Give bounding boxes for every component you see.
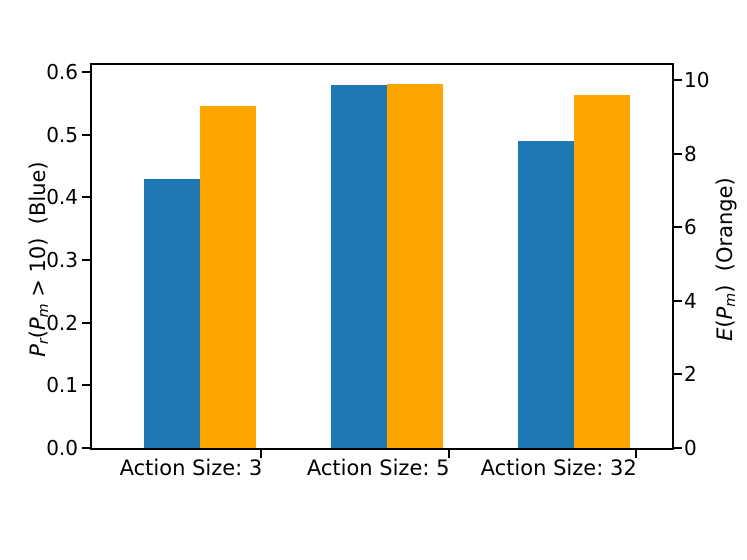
ytick-right-label-5: 10 (684, 68, 710, 93)
axis-label-fragment: (Orange) (712, 177, 737, 285)
ytick-right-label-2: 4 (684, 288, 697, 313)
plot-area (90, 63, 674, 450)
ytick-left-mark-6 (82, 71, 90, 74)
ytick-right-label-1: 2 (684, 362, 697, 387)
ytick-right-mark-2 (674, 299, 682, 302)
bar-blue-2 (518, 141, 575, 448)
ytick-right-mark-3 (674, 226, 682, 229)
bar-blue-0 (143, 178, 200, 448)
ytick-right-mark-5 (674, 79, 682, 82)
ytick-right-label-4: 8 (684, 141, 697, 166)
ytick-left-mark-1 (82, 384, 90, 387)
ytick-right-label-3: 6 (684, 215, 697, 240)
ytick-left-label-0: 0.0 (46, 436, 78, 460)
ytick-right-mark-1 (674, 373, 682, 376)
axis-label-fragment: ( (712, 319, 737, 328)
y-axis-label-right: E(Pm) (Orange) (712, 79, 744, 439)
axis-label-fragment: P (25, 317, 50, 331)
axis-label-fragment: (Blue) (25, 161, 50, 238)
ytick-left-label-3: 0.3 (46, 248, 78, 273)
ytick-left-label-1: 0.1 (46, 373, 78, 398)
ytick-left-label-4: 0.4 (46, 185, 78, 210)
xtick-mark-2 (634, 450, 637, 458)
axis-label-fragment: m (723, 292, 740, 307)
xtick-label-1: Action Size: 5 (306, 456, 450, 480)
axis-label-fragment: ) (712, 284, 737, 293)
ytick-right-label-0: 0 (684, 436, 697, 460)
axis-label-fragment: m (36, 303, 53, 318)
axis-label-fragment: r (36, 338, 53, 345)
xtick-mark-0 (260, 450, 263, 458)
xtick-label-2: Action Size: 32 (480, 456, 637, 480)
xtick-mark-1 (447, 450, 450, 458)
ytick-right-mark-4 (674, 152, 682, 155)
bar-orange-2 (574, 94, 631, 448)
ytick-left-mark-4 (82, 196, 90, 199)
axis-label-fragment: P (712, 306, 737, 320)
axis-label-fragment: ( (25, 330, 50, 339)
bar-orange-0 (199, 105, 256, 448)
axis-label-fragment: E (712, 327, 737, 341)
xtick-label-0: Action Size: 3 (119, 456, 263, 480)
ytick-right-mark-0 (674, 447, 682, 449)
ytick-left-label-5: 0.5 (46, 122, 78, 147)
y-axis-label-left: Pr(Pm > 10) (Blue) (25, 79, 57, 439)
bar-orange-1 (387, 83, 443, 448)
ytick-left-mark-0 (82, 447, 90, 449)
ytick-left-label-2: 0.2 (46, 310, 78, 335)
bar-blue-1 (331, 84, 387, 448)
ytick-left-label-6: 0.6 (46, 60, 78, 85)
ytick-left-mark-5 (82, 133, 90, 136)
axis-label-fragment: P (25, 344, 50, 357)
axis-label-fragment: > 10) (25, 237, 50, 304)
ytick-left-mark-3 (82, 259, 90, 262)
ytick-left-mark-2 (82, 321, 90, 324)
